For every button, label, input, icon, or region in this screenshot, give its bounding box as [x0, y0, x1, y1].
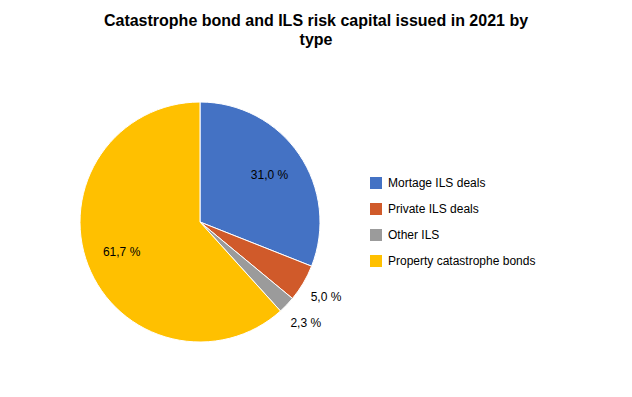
- legend: Mortage ILS deals Private ILS deals Other …: [370, 176, 535, 268]
- title: Catastrophe bond and ILS risk capital is…: [104, 12, 528, 48]
- title-line: type: [300, 31, 333, 48]
- data-label: 61,7 %: [103, 245, 141, 259]
- data-labels: 31,0 % 5,0 % 2,3 % 61,7 %: [103, 168, 342, 330]
- legend-label: Other ILS: [388, 228, 439, 242]
- chart-svg: Catastrophe bond and ILS risk capital is…: [0, 0, 632, 397]
- data-label: 2,3 %: [290, 316, 321, 330]
- legend-item: Property catastrophe bonds: [370, 254, 535, 268]
- data-label: 31,0 %: [251, 168, 289, 182]
- legend-swatch: [370, 229, 382, 241]
- legend-label: Private ILS deals: [388, 202, 479, 216]
- pie-slice: [80, 102, 280, 342]
- legend-swatch: [370, 177, 382, 189]
- legend-item: Other ILS: [370, 228, 439, 242]
- legend-label: Property catastrophe bonds: [388, 254, 535, 268]
- legend-label: Mortage ILS deals: [388, 176, 485, 190]
- data-label: 5,0 %: [311, 290, 342, 304]
- legend-swatch: [370, 203, 382, 215]
- legend-item: Private ILS deals: [370, 202, 479, 216]
- pie: [80, 102, 320, 342]
- legend-item: Mortage ILS deals: [370, 176, 485, 190]
- title-line: Catastrophe bond and ILS risk capital is…: [104, 12, 528, 29]
- legend-swatch: [370, 255, 382, 267]
